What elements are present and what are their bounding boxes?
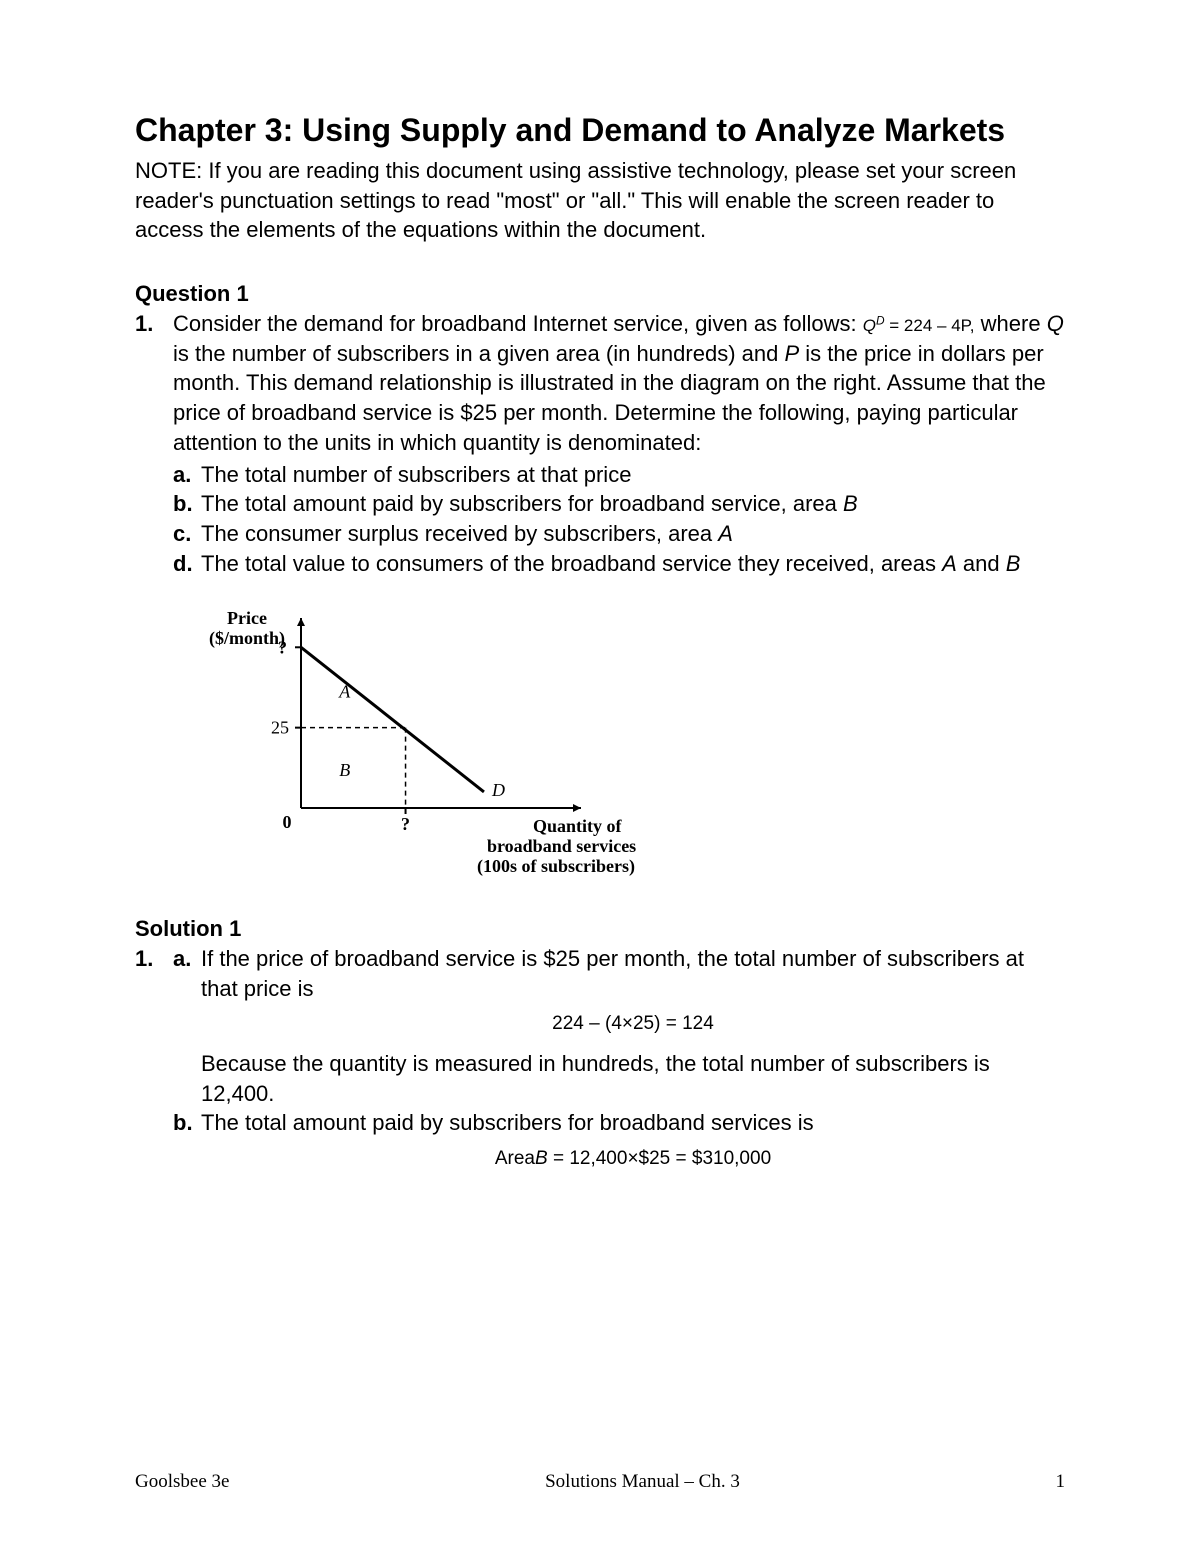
- svg-text:B: B: [339, 760, 350, 780]
- question-block: 1. Consider the demand for broadband Int…: [135, 309, 1065, 886]
- question-intro-b: where: [975, 311, 1047, 336]
- part-a: a. The total number of subscribers at th…: [173, 460, 1065, 490]
- svg-text:?: ?: [401, 814, 410, 834]
- part-b: b. The total amount paid by subscribers …: [173, 489, 1065, 519]
- question-number: 1.: [135, 309, 173, 886]
- solution-body: a. If the price of broadband service is …: [173, 944, 1065, 1184]
- solution-part-b: b. The total amount paid by subscribers …: [173, 1108, 1065, 1183]
- footer-left: Goolsbee 3e: [135, 1471, 229, 1493]
- svg-text:A: A: [338, 682, 351, 702]
- svg-text:0: 0: [283, 812, 292, 832]
- svg-text:25: 25: [271, 718, 289, 738]
- solution-label: Solution 1: [135, 916, 1065, 942]
- solution-block: Solution 1 1. a. If the price of broadba…: [135, 916, 1065, 1184]
- chart-svg: ?25?0DABPrice($/month)Quantity ofbroadba…: [181, 588, 641, 878]
- svg-text:($/month): ($/month): [209, 628, 285, 649]
- svg-text:(100s of subscribers): (100s of subscribers): [477, 856, 635, 877]
- part-c: c. The consumer surplus received by subs…: [173, 519, 1065, 549]
- svg-text:broadband services: broadband services: [487, 836, 636, 856]
- solution-number: 1.: [135, 944, 173, 1184]
- demand-chart: ?25?0DABPrice($/month)Quantity ofbroadba…: [181, 588, 1065, 886]
- question-intro-a: Consider the demand for broadband Intern…: [173, 311, 863, 336]
- svg-text:Quantity of: Quantity of: [533, 816, 623, 836]
- equation-b: AreaB = 12,400×$25 = $310,000: [201, 1146, 1065, 1172]
- solution-part-a: a. If the price of broadband service is …: [173, 944, 1065, 1108]
- var-p: P: [784, 341, 799, 366]
- question-parts: a. The total number of subscribers at th…: [173, 460, 1065, 579]
- page-footer: Goolsbee 3e Solutions Manual – Ch. 3 1: [135, 1471, 1065, 1493]
- chapter-title: Chapter 3: Using Supply and Demand to An…: [135, 110, 1065, 150]
- svg-text:D: D: [491, 780, 505, 800]
- var-q: Q: [1047, 311, 1064, 336]
- part-d: d. The total value to consumers of the b…: [173, 549, 1065, 579]
- equation-a: 224 – (4×25) = 124: [201, 1011, 1065, 1037]
- accessibility-note: NOTE: If you are reading this document u…: [135, 156, 1065, 245]
- question-body: Consider the demand for broadband Intern…: [173, 309, 1065, 886]
- footer-right: 1: [1056, 1471, 1066, 1493]
- question-label: Question 1: [135, 281, 1065, 307]
- question-intro-c: is the number of subscribers in a given …: [173, 341, 784, 366]
- document-page: Chapter 3: Using Supply and Demand to An…: [0, 0, 1200, 1553]
- svg-text:Price: Price: [227, 608, 267, 628]
- equation-inline: QD = 224 – 4P,: [863, 316, 975, 335]
- solution-outer: 1. a. If the price of broadband service …: [135, 944, 1065, 1184]
- footer-center: Solutions Manual – Ch. 3: [545, 1471, 740, 1493]
